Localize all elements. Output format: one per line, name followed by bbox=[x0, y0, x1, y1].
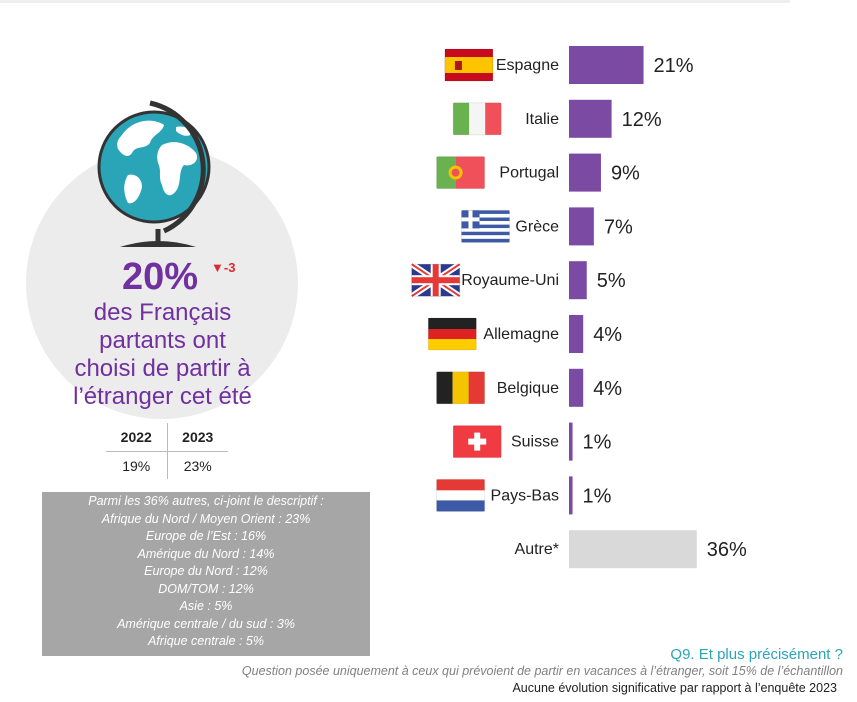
stat-line: partants ont bbox=[99, 327, 226, 354]
value-label: 1% bbox=[583, 432, 612, 454]
other-box-item: Amérique du Nord : 14% bbox=[137, 546, 275, 561]
other-box-item: Amérique centrale / du sud : 3% bbox=[117, 616, 295, 631]
bar-allemagne bbox=[569, 315, 584, 353]
category-label: Suisse bbox=[511, 434, 559, 451]
bar-royaume-uni bbox=[569, 261, 587, 300]
value-label: 4% bbox=[593, 324, 622, 346]
value-label: 5% bbox=[597, 270, 626, 292]
globe-icon bbox=[97, 100, 211, 247]
category-label: Autre* bbox=[515, 541, 559, 558]
bar-portugal bbox=[569, 153, 601, 192]
other-box-item: Afrique du Nord / Moyen Orient : 23% bbox=[101, 511, 311, 526]
question-label: Q9. Et plus précisément ? bbox=[670, 646, 843, 663]
stat-delta: ▼-3 bbox=[211, 260, 236, 275]
flag-greece-icon bbox=[461, 209, 510, 243]
flag-uk-icon bbox=[410, 261, 462, 299]
destinations-bar-chart: Espagne 21% Italie 12% Portugal 9% Grèce 7% Roya… bbox=[410, 46, 747, 569]
year-comparison-table: 2022 2023 19% 23% bbox=[106, 423, 228, 479]
bar-espagne bbox=[569, 46, 644, 84]
value-label: 9% bbox=[611, 163, 640, 185]
value-label: 21% bbox=[654, 55, 694, 77]
stat-value: 20% bbox=[122, 256, 199, 298]
bar-italie bbox=[569, 99, 612, 138]
category-label: Pays-Bas bbox=[491, 487, 559, 504]
flag-italy-icon bbox=[452, 102, 502, 136]
flag-spain-icon bbox=[444, 48, 494, 82]
other-destinations-box: Parmi les 36% autres, ci-joint le descri… bbox=[42, 492, 370, 656]
category-label: Allemagne bbox=[483, 326, 559, 343]
evolution-note: Aucune évolution significative par rappo… bbox=[512, 681, 837, 695]
flag-netherlands-icon bbox=[436, 478, 486, 512]
value-label: 7% bbox=[604, 216, 633, 238]
category-label: Espagne bbox=[496, 57, 559, 74]
flag-belgium-icon bbox=[436, 371, 486, 405]
bar-gr-ce bbox=[569, 207, 594, 246]
other-box-item: Europe de l’Est : 16% bbox=[145, 529, 267, 543]
value-label: 4% bbox=[593, 378, 622, 400]
year-header: 2022 bbox=[106, 423, 168, 452]
stat-line: l’étranger cet été bbox=[73, 383, 252, 410]
other-box-item: Asie : 5% bbox=[179, 599, 233, 613]
other-box-item: Europe du Nord : 12% bbox=[144, 564, 268, 578]
category-label: Portugal bbox=[499, 165, 559, 182]
stat-line: des Français bbox=[93, 299, 232, 326]
flag-switzerland-icon bbox=[452, 425, 502, 459]
flag-portugal-icon bbox=[436, 156, 486, 190]
category-label: Grèce bbox=[515, 218, 559, 235]
bar-autre bbox=[569, 530, 697, 569]
stat-line: choisi de partir à bbox=[74, 355, 251, 382]
stat-description: des Français partants ont choisi de part… bbox=[40, 299, 285, 411]
flag-germany-icon bbox=[427, 317, 477, 351]
category-label: Royaume-Uni bbox=[461, 272, 559, 289]
year-value: 23% bbox=[183, 457, 212, 474]
bar-pays-bas bbox=[569, 476, 573, 515]
other-box-item: DOM/TOM : 12% bbox=[158, 581, 254, 596]
value-label: 1% bbox=[583, 485, 612, 507]
other-box-title: Parmi les 36% autres, ci-joint le descri… bbox=[88, 494, 324, 508]
top-divider bbox=[0, 0, 790, 3]
value-label: 12% bbox=[622, 109, 662, 131]
bar-suisse bbox=[569, 422, 573, 461]
year-value: 19% bbox=[106, 451, 168, 479]
sample-note: Question posée uniquement à ceux qui pré… bbox=[241, 664, 843, 678]
other-box-item: Afrique centrale : 5% bbox=[147, 634, 265, 648]
bar-belgique bbox=[569, 368, 584, 407]
year-header: 2023 bbox=[167, 423, 228, 452]
category-label: Italie bbox=[525, 111, 559, 128]
value-label: 36% bbox=[707, 539, 747, 561]
category-label: Belgique bbox=[497, 380, 559, 397]
